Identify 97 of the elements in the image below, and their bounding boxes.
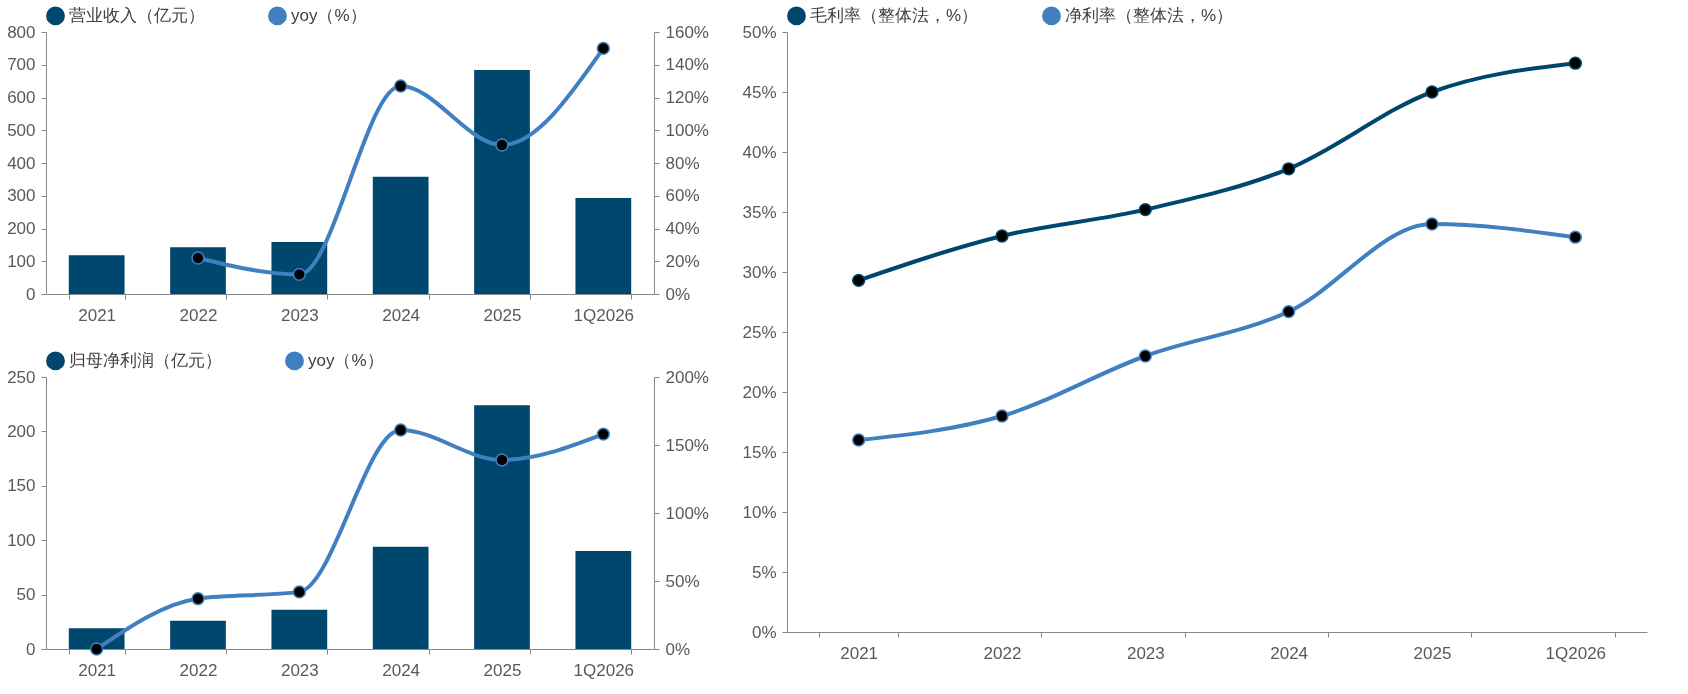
bar bbox=[170, 620, 226, 649]
x-tick-label: 2024 bbox=[1270, 643, 1309, 663]
legend-label: 毛利率（整体法，%） bbox=[810, 5, 979, 25]
x-tick-label: 2022 bbox=[179, 660, 218, 680]
bar bbox=[271, 609, 328, 649]
point bbox=[852, 433, 866, 447]
point bbox=[1138, 349, 1152, 363]
x-tick-label: 2023 bbox=[1126, 643, 1165, 663]
point bbox=[1425, 217, 1439, 231]
y-tick-label: 20% bbox=[742, 382, 777, 402]
y2-tick-label: 0% bbox=[665, 284, 691, 304]
bar bbox=[575, 198, 632, 294]
point bbox=[292, 267, 306, 281]
legend-label: yoy（%） bbox=[291, 5, 367, 25]
y-tick-label: 600 bbox=[7, 88, 36, 107]
point bbox=[292, 585, 306, 599]
y-tick-label: 15% bbox=[742, 442, 777, 462]
point bbox=[852, 273, 866, 288]
bar bbox=[372, 176, 429, 294]
y-tick-label: 30% bbox=[742, 262, 777, 282]
bar bbox=[68, 255, 125, 294]
y2-tick-label: 50% bbox=[665, 571, 700, 591]
point bbox=[995, 409, 1009, 423]
y-tick-label: 200 bbox=[7, 219, 36, 238]
y-tick-label: 100 bbox=[7, 251, 36, 271]
point bbox=[191, 592, 205, 606]
y-tick-label: 0 bbox=[26, 284, 36, 304]
point bbox=[495, 453, 509, 467]
y-tick-label: 500 bbox=[7, 120, 36, 140]
x-tick-label: 2025 bbox=[1413, 643, 1452, 663]
bar bbox=[474, 69, 530, 294]
x-tick-label: 2021 bbox=[78, 660, 117, 680]
bar bbox=[474, 405, 530, 649]
x-tick-label: 2025 bbox=[483, 305, 522, 325]
point bbox=[596, 41, 610, 56]
y-tick-label: 35% bbox=[742, 202, 777, 222]
point bbox=[596, 427, 610, 441]
y-tick-label: 25% bbox=[742, 322, 777, 342]
point bbox=[1138, 202, 1152, 217]
point bbox=[394, 423, 408, 437]
point bbox=[1425, 85, 1439, 99]
y2-tick-label: 140% bbox=[665, 55, 709, 75]
y2-tick-label: 160% bbox=[665, 22, 709, 42]
point bbox=[1568, 230, 1582, 244]
y2-tick-label: 60% bbox=[665, 186, 700, 206]
bar bbox=[372, 546, 429, 649]
legend-label: 归母净利润（亿元） bbox=[69, 350, 222, 370]
x-tick-label: 2024 bbox=[382, 305, 421, 325]
y-tick-label: 40% bbox=[742, 142, 777, 162]
point bbox=[1282, 304, 1296, 319]
y-tick-label: 300 bbox=[7, 186, 36, 206]
y2-tick-label: 40% bbox=[665, 219, 700, 238]
point bbox=[394, 79, 408, 93]
y2-tick-label: 100% bbox=[665, 503, 709, 523]
point bbox=[1568, 56, 1582, 70]
y-tick-label: 0 bbox=[26, 639, 36, 659]
point bbox=[995, 229, 1009, 243]
legend-label: 净利率（整体法，%） bbox=[1065, 5, 1234, 25]
x-tick-label: 2024 bbox=[382, 660, 421, 680]
y2-tick-label: 150% bbox=[665, 435, 709, 455]
y-tick-label: 400 bbox=[7, 153, 36, 173]
x-tick-label: 1Q2026 bbox=[1545, 643, 1607, 663]
bar bbox=[575, 551, 632, 649]
y-tick-label: 200 bbox=[7, 421, 36, 441]
x-tick-label: 2022 bbox=[983, 643, 1022, 663]
y-tick-label: 150 bbox=[7, 476, 36, 496]
y2-tick-label: 80% bbox=[665, 153, 700, 173]
point bbox=[90, 642, 104, 656]
x-tick-label: 2022 bbox=[179, 305, 218, 325]
y-tick-label: 50 bbox=[16, 585, 36, 605]
point bbox=[495, 138, 509, 152]
y-tick-label: 45% bbox=[742, 82, 777, 102]
legend-label: yoy（%） bbox=[308, 350, 384, 370]
x-tick-label: 2023 bbox=[280, 660, 319, 680]
y-tick-label: 10% bbox=[742, 502, 777, 522]
y-tick-label: 800 bbox=[7, 22, 36, 42]
x-tick-label: 2023 bbox=[280, 305, 319, 325]
y-tick-label: 5% bbox=[751, 562, 777, 582]
x-tick-label: 1Q2026 bbox=[573, 660, 635, 680]
y2-tick-label: 200% bbox=[665, 367, 709, 387]
y-tick-label: 100 bbox=[7, 530, 36, 550]
x-tick-label: 2021 bbox=[840, 643, 879, 663]
point bbox=[1282, 162, 1296, 176]
y-tick-label: 50% bbox=[742, 22, 777, 42]
x-tick-label: 2025 bbox=[483, 660, 522, 680]
y-tick-label: 0% bbox=[751, 622, 777, 642]
bar bbox=[170, 247, 226, 294]
y-tick-label: 700 bbox=[7, 55, 36, 75]
y2-tick-label: 120% bbox=[665, 88, 709, 107]
y2-tick-label: 20% bbox=[665, 251, 700, 271]
x-tick-label: 1Q2026 bbox=[573, 305, 635, 325]
y2-tick-label: 100% bbox=[665, 120, 709, 140]
legend-label: 营业收入（亿元） bbox=[69, 5, 205, 25]
point bbox=[191, 251, 205, 265]
y2-tick-label: 0% bbox=[665, 639, 691, 659]
x-tick-label: 2021 bbox=[78, 305, 117, 325]
y-tick-label: 250 bbox=[7, 367, 36, 387]
